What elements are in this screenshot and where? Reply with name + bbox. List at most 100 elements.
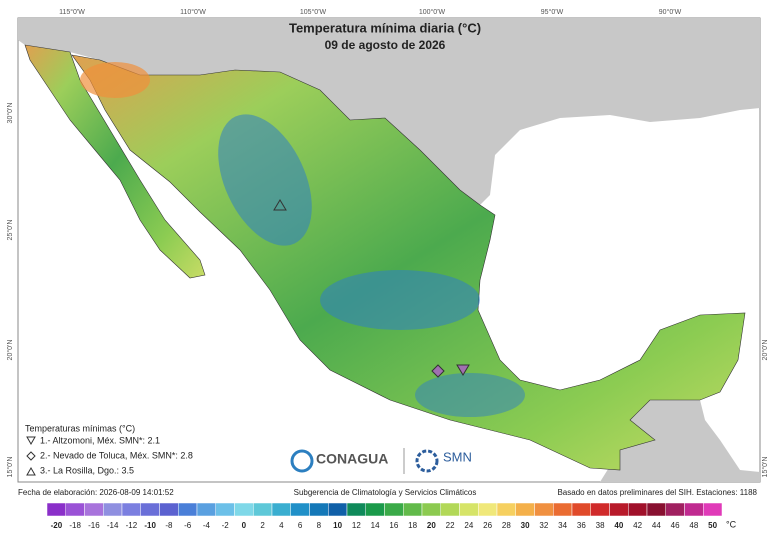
colorbar-tick-label: 26 xyxy=(483,521,492,530)
colorbar-cell xyxy=(628,502,648,517)
colorbar-cell xyxy=(253,502,273,517)
legend-symbol xyxy=(26,436,36,446)
latitude-label: 15°0'N xyxy=(6,457,14,478)
colorbar-tick-label: 4 xyxy=(279,521,284,530)
colorbar-cell xyxy=(234,502,254,517)
conagua-logo: CONAGUA xyxy=(316,451,388,467)
cold-zone xyxy=(320,270,480,330)
longitude-label: 110°0'W xyxy=(180,8,206,16)
warm-zone xyxy=(80,62,150,98)
colorbar-tick-label: 44 xyxy=(652,521,661,530)
generated: 115°0'W 110°0'W 105°0'W 100°0'W 95°0'W 90°0'W… xyxy=(6,8,769,530)
legend-item: 2.- Nevado de Toluca, Méx. SMN*: 2.8 xyxy=(40,450,193,460)
colorbar-tick-label: 14 xyxy=(371,521,380,530)
longitude-label: 90°0'W xyxy=(659,8,682,16)
colorbar-cell xyxy=(290,502,310,517)
map-title: Temperatura mínima diaria (°C) xyxy=(289,20,481,35)
colorbar-tick-label: 42 xyxy=(633,521,642,530)
colorbar-tick-label: -4 xyxy=(203,521,211,530)
colorbar-cell xyxy=(403,502,423,517)
colorbar-cell xyxy=(553,502,573,517)
colorbar-cell xyxy=(140,502,160,517)
colorbar-tick-label: 24 xyxy=(464,521,473,530)
colorbar-tick-label: 48 xyxy=(689,521,698,530)
colorbar-cell xyxy=(684,502,704,517)
colorbar-cell xyxy=(271,502,291,517)
colorbar-tick-label: 12 xyxy=(352,521,361,530)
latitude-label: 30°0'N xyxy=(6,103,14,124)
colorbar-cell xyxy=(665,502,685,517)
colorbar-tick-label: 32 xyxy=(539,521,548,530)
colorbar-cell xyxy=(215,502,235,517)
colorbar-cell xyxy=(121,502,141,517)
colorbar-cell xyxy=(459,502,479,517)
colorbar-cell xyxy=(46,502,66,517)
legend-item: 1.- Altzomoni, Méx. SMN*: 2.1 xyxy=(40,435,160,445)
colorbar-cell xyxy=(703,502,723,517)
colorbar-tick-label: -6 xyxy=(184,521,192,530)
conagua-logo-icon xyxy=(290,449,314,473)
colorbar-tick-label: 50 xyxy=(708,521,717,530)
colorbar-cell xyxy=(178,502,198,517)
colorbar-tick-label: 34 xyxy=(558,521,567,530)
colorbar-tick-label: 6 xyxy=(298,521,303,530)
colorbar-tick-label: -2 xyxy=(222,521,230,530)
map-subtitle: 09 de agosto de 2026 xyxy=(325,38,446,52)
longitude-label: 105°0'W xyxy=(300,8,327,16)
footer-credit: Subgerencia de Climatología y Servicios … xyxy=(294,488,477,497)
colorbar-cell xyxy=(496,502,516,517)
colorbar-cell xyxy=(421,502,441,517)
longitude-label: 100°0'W xyxy=(419,8,446,16)
colorbar-cell xyxy=(609,502,629,517)
colorbar-cell xyxy=(309,502,329,517)
legend-symbol xyxy=(26,451,36,461)
colorbar-tick-label: -8 xyxy=(165,521,173,530)
colorbar-cell xyxy=(328,502,348,517)
colorbar-tick-label: -14 xyxy=(107,521,119,530)
legend-symbol xyxy=(26,466,36,476)
colorbar-cell xyxy=(478,502,498,517)
latitude-label: 20°0'N xyxy=(761,340,769,361)
colorbar-tick-label: 10 xyxy=(333,521,342,530)
colorbar-cell xyxy=(590,502,610,517)
station-marker xyxy=(456,364,470,376)
cold-zone xyxy=(218,114,312,246)
colorbar-cell xyxy=(384,502,404,517)
colorbar-tick-label: -18 xyxy=(69,521,81,530)
colorbar-tick-label: -12 xyxy=(126,521,138,530)
colorbar-tick-label: 40 xyxy=(614,521,623,530)
latitude-label: 15°0'N xyxy=(761,457,769,478)
colorbar-cell xyxy=(534,502,554,517)
colorbar-cell xyxy=(65,502,85,517)
colorbar-tick-label: -10 xyxy=(144,521,156,530)
colorbar-cell xyxy=(646,502,666,517)
colorbar-cell xyxy=(440,502,460,517)
colorbar-cell xyxy=(84,502,104,517)
legend: Temperaturas mínimas (°C) 1.- Altzomoni,… xyxy=(25,423,193,476)
colorbar-unit: °C xyxy=(726,519,737,529)
station-marker xyxy=(273,199,287,211)
colorbar-tick-label: -16 xyxy=(88,521,100,530)
cold-zone xyxy=(415,373,525,417)
colorbar-tick-label: -20 xyxy=(51,521,63,530)
colorbar-cell xyxy=(346,502,366,517)
colorbar-tick-label: 18 xyxy=(408,521,417,530)
colorbar-tick-label: 8 xyxy=(317,521,322,530)
footer-date: Fecha de elaboración: 2026-08-09 14:01:5… xyxy=(18,488,174,497)
colorbar-cell xyxy=(103,502,123,517)
latitude-label: 20°0'N xyxy=(6,340,14,361)
latitude-label: 25°0'N xyxy=(6,220,14,241)
colorbar-tick-label: 0 xyxy=(242,521,247,530)
colorbar-cell xyxy=(515,502,535,517)
colorbar-tick-label: 16 xyxy=(389,521,398,530)
colorbar-cell xyxy=(365,502,385,517)
smn-logo: SMN xyxy=(443,449,472,464)
footer-source: Basado en datos preliminares del SIH. Es… xyxy=(557,488,757,497)
colorbar-tick-label: 28 xyxy=(502,521,511,530)
smn-logo-icon xyxy=(415,449,439,473)
colorbar-tick-label: 22 xyxy=(446,521,455,530)
colorbar-tick-label: 36 xyxy=(577,521,586,530)
longitude-label: 115°0'W xyxy=(59,8,85,16)
central-america-land xyxy=(600,400,760,482)
